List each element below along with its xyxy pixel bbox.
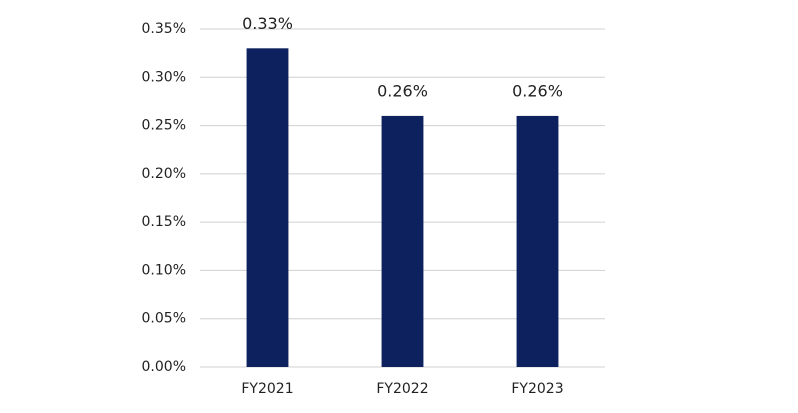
- bar: [246, 48, 289, 368]
- value-label: 0.26%: [512, 81, 563, 100]
- y-tick-label: 0.10%: [142, 262, 186, 278]
- y-tick-label: 0.05%: [142, 311, 186, 327]
- value-label: 0.26%: [377, 81, 428, 100]
- y-tick-label: 0.35%: [142, 21, 186, 37]
- y-tick-label: 0.20%: [142, 166, 186, 182]
- y-tick-label: 0.25%: [142, 118, 186, 134]
- x-tick-label: FY2022: [376, 381, 428, 397]
- bar: [516, 115, 559, 368]
- y-tick-label: 0.30%: [142, 69, 186, 85]
- x-tick-label: FY2021: [241, 381, 293, 397]
- y-tick-label: 0.15%: [142, 214, 186, 230]
- bar: [381, 115, 424, 368]
- y-tick-label: 0.00%: [142, 359, 186, 375]
- x-tick-label: FY2023: [511, 381, 563, 397]
- value-label: 0.33%: [242, 14, 293, 33]
